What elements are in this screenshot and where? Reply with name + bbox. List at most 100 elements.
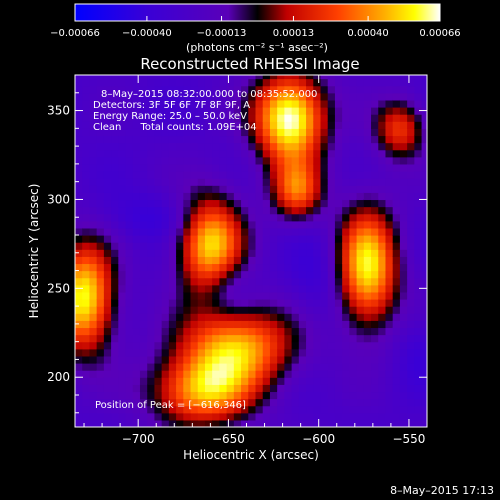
heatmap-cell [349,128,358,137]
heatmap-cell [342,92,350,101]
heatmap-cell [385,391,394,400]
heatmap-cell [371,171,379,179]
heatmap-cell [298,235,307,243]
heatmap-cell [111,192,119,201]
heatmap-cell [277,107,285,115]
heatmap-cell [241,135,249,144]
heatmap-cell [255,355,264,364]
y-axis-label: Heliocentric Y (arcsec) [27,184,41,319]
heatmap-cell [421,220,427,229]
heatmap-cell [356,384,365,393]
heatmap-cell [255,99,264,108]
heatmap-cell [277,291,285,300]
heatmap-cell [161,242,170,250]
heatmap-cell [262,178,271,186]
heatmap-cell [161,227,170,236]
heatmap-cell [313,107,322,115]
heatmap-cell [204,341,213,350]
heatmap-cell [197,178,206,186]
heatmap-cell [363,277,372,286]
heatmap-cell [190,277,199,286]
heatmap-cell [320,192,329,201]
heatmap-cell [421,405,427,414]
heatmap-cell [392,313,401,321]
heatmap-cell [183,178,192,186]
heatmap-cell [421,163,427,172]
heatmap-cell [161,128,170,137]
heatmap-cell [132,178,141,186]
heatmap-cell [147,185,156,193]
heatmap-cell [378,199,387,208]
heatmap-cell [262,135,271,144]
heatmap-cell [349,92,358,101]
heatmap-cell [111,107,119,115]
heatmap-cell [89,391,98,400]
heatmap-cell [349,355,358,364]
heatmap-cell [306,341,314,350]
heatmap-cell [363,256,372,265]
heatmap-cell [298,199,307,208]
heatmap-cell [399,249,408,257]
heatmap-cell [320,149,329,158]
heatmap-cell [421,242,427,250]
heatmap-cell [284,270,293,279]
heatmap-cell [89,135,98,144]
heatmap-cell [269,142,278,151]
heatmap-cell [176,185,184,193]
heatmap-cell [342,78,350,87]
heatmap-cell [399,256,408,265]
heatmap-cell [399,306,408,314]
heatmap-cell [349,391,358,400]
heatmap-cell [356,85,365,94]
heatmap-cell [248,128,257,137]
heatmap-cell [399,370,408,378]
heatmap-cell [111,78,119,87]
heatmap-cell [277,391,285,400]
heatmap-cell [363,334,372,343]
heatmap-cell [111,377,119,385]
heatmap-cell [342,213,350,222]
heatmap-cell [421,299,427,307]
heatmap-cell [125,363,134,371]
heatmap-cell [219,235,228,243]
heatmap-cell [392,348,401,357]
heatmap-cell [168,284,177,293]
heatmap-cell [111,299,119,307]
heatmap-cell [125,327,134,336]
heatmap-cell [277,348,285,357]
heatmap-cell [183,391,192,400]
heatmap-cell [313,227,322,236]
heatmap-cell [89,121,98,129]
heatmap-cell [385,114,394,122]
heatmap-cell [82,249,91,257]
heatmap-cell [226,92,235,101]
heatmap-cell [161,85,170,94]
heatmap-cell [118,206,127,215]
heatmap-cell [269,206,278,215]
heatmap-cell [96,156,105,165]
heatmap-cell [385,156,394,165]
heatmap-cell [89,256,98,265]
heatmap-cell [161,313,170,321]
heatmap-cell [248,270,257,279]
heatmap-cell [125,334,134,343]
heatmap-cell [392,242,401,250]
heatmap-cell [219,320,228,329]
heatmap-cell [176,178,184,186]
heatmap-cell [356,142,365,151]
heatmap-cell [176,270,184,279]
heatmap-cell [291,249,300,257]
heatmap-cell [320,398,329,407]
heatmap-cell [118,320,127,329]
heatmap-cell [190,291,199,300]
heatmap-cell [118,192,127,201]
heatmap-cell [132,377,141,385]
heatmap-cell [75,370,83,378]
heatmap-cell [139,277,148,286]
heatmap-cell [183,377,192,385]
heatmap-cell [306,348,314,357]
heatmap-cell [82,327,91,336]
heatmap-cell [197,384,206,393]
heatmap-cell [392,121,401,129]
heatmap-cell [262,419,271,427]
